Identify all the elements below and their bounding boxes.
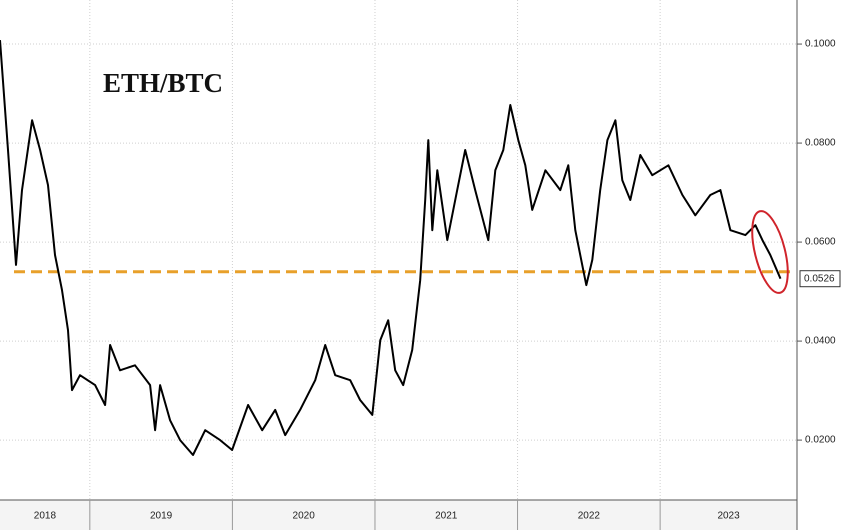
price-line xyxy=(0,40,782,456)
x-axis-band xyxy=(0,500,797,530)
x-tick-label: 2022 xyxy=(578,511,601,522)
x-tick-label: 2021 xyxy=(435,511,458,522)
x-tick-label: 2018 xyxy=(34,511,57,522)
y-tick-label: 0.0800 xyxy=(805,138,836,149)
y-tick-label: 0.0200 xyxy=(805,435,836,446)
x-tick-label: 2019 xyxy=(150,511,173,522)
last-value-label: 0.0526 xyxy=(804,273,835,284)
last-value-box xyxy=(799,270,841,288)
y-tick-label: 0.0600 xyxy=(805,237,836,248)
x-tick-label: 2020 xyxy=(293,511,316,522)
x-tick-label: 2023 xyxy=(717,511,740,522)
highlight-ellipse xyxy=(751,210,789,294)
chart-title: ETH/BTC xyxy=(103,68,223,98)
y-tick-label: 0.0400 xyxy=(805,336,836,347)
y-tick-label: 0.1000 xyxy=(805,39,836,50)
